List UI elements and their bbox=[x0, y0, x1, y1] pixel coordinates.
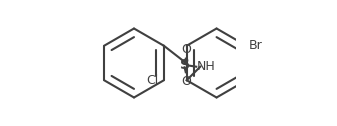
Text: S: S bbox=[180, 58, 189, 72]
Text: Cl: Cl bbox=[146, 74, 158, 87]
Text: Br: Br bbox=[249, 39, 263, 52]
Text: O: O bbox=[181, 75, 191, 88]
Text: NH: NH bbox=[197, 60, 216, 73]
Text: O: O bbox=[181, 43, 191, 56]
